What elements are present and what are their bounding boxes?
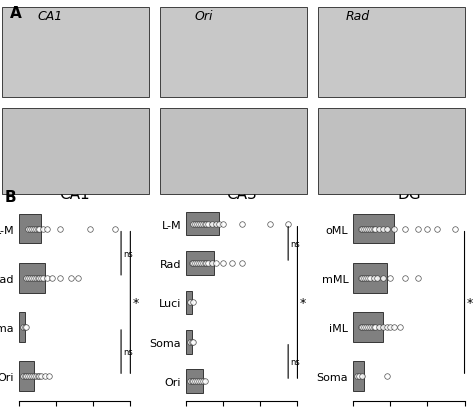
Text: ns: ns bbox=[123, 347, 133, 356]
Text: CA1: CA1 bbox=[38, 10, 63, 23]
Bar bbox=[186, 330, 191, 354]
Text: A: A bbox=[9, 6, 21, 21]
Bar bbox=[353, 214, 394, 244]
Text: B: B bbox=[5, 189, 17, 204]
Title: CA3: CA3 bbox=[227, 187, 257, 202]
Bar bbox=[160, 108, 307, 194]
Text: A: A bbox=[63, 57, 75, 72]
Bar bbox=[19, 214, 41, 244]
Bar bbox=[2, 108, 149, 194]
Text: *: * bbox=[132, 296, 138, 309]
Bar bbox=[186, 252, 214, 275]
Title: DG: DG bbox=[397, 187, 420, 202]
Bar bbox=[19, 312, 25, 342]
Text: ns: ns bbox=[290, 239, 300, 248]
Text: *: * bbox=[299, 296, 306, 309]
Bar bbox=[186, 212, 219, 236]
Bar bbox=[160, 8, 307, 98]
Bar bbox=[353, 312, 383, 342]
Text: Ori: Ori bbox=[194, 10, 213, 23]
Text: ns: ns bbox=[290, 357, 300, 366]
Bar bbox=[353, 362, 364, 391]
Bar bbox=[19, 362, 34, 391]
Text: *: * bbox=[466, 296, 473, 309]
Title: CA1: CA1 bbox=[59, 187, 90, 202]
Bar bbox=[2, 8, 149, 98]
Text: Rad: Rad bbox=[346, 10, 370, 23]
Bar bbox=[186, 369, 203, 393]
Bar bbox=[319, 8, 465, 98]
Bar bbox=[319, 108, 465, 194]
Bar bbox=[353, 263, 386, 293]
Bar bbox=[186, 291, 191, 315]
Bar bbox=[19, 263, 45, 293]
Text: ns: ns bbox=[123, 249, 133, 258]
